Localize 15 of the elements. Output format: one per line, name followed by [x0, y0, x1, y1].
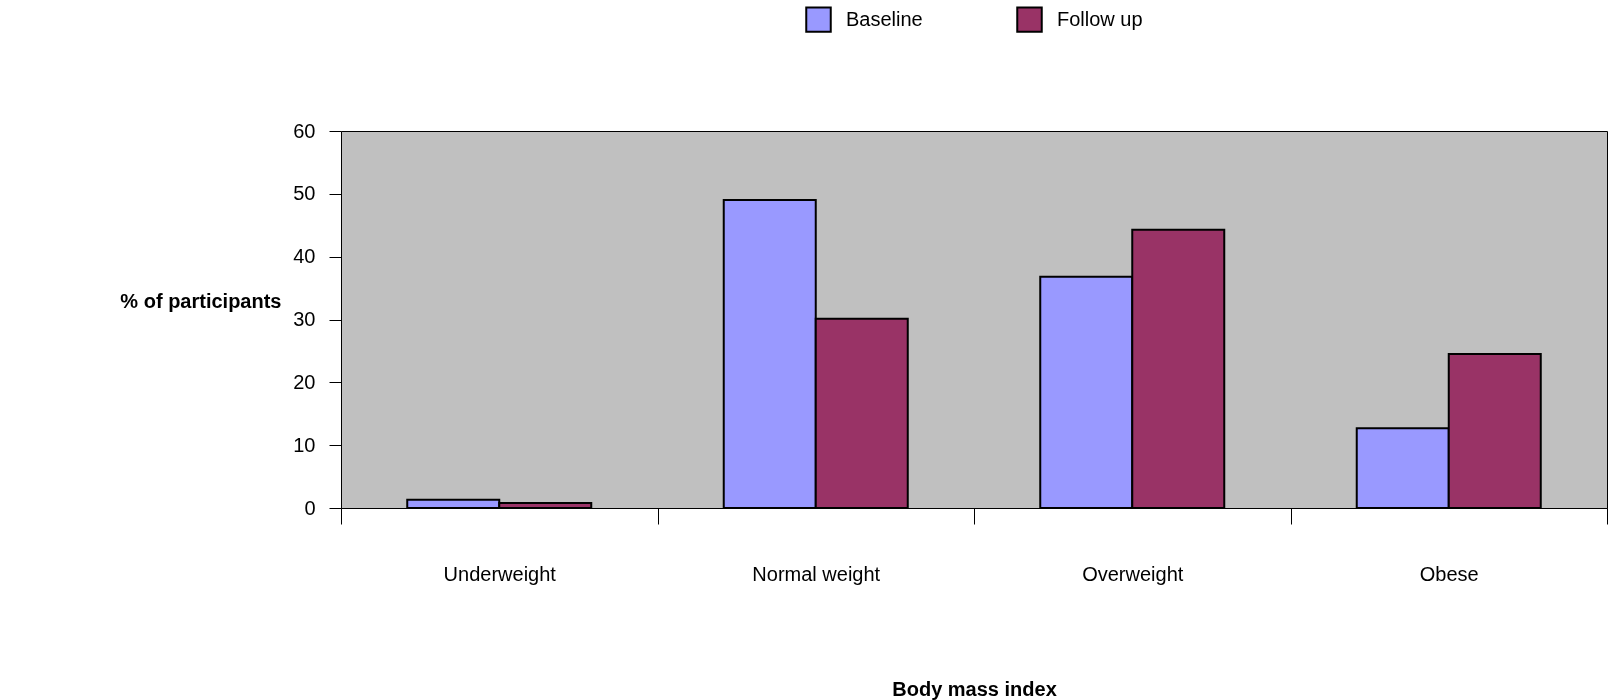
y-axis-title: % of participants	[120, 289, 282, 312]
y-tick-label: 40	[293, 245, 316, 268]
legend-label: Follow up	[1057, 7, 1143, 30]
x-tick-label: Underweight	[443, 562, 557, 585]
x-tick-label: Obese	[1419, 562, 1479, 585]
y-tick-label: 50	[293, 182, 316, 205]
x-tick-label: Normal weight	[752, 562, 881, 585]
x-axis-title: Body mass index	[892, 677, 1057, 700]
y-tick-label: 20	[293, 370, 316, 393]
y-tick-label: 30	[293, 308, 316, 330]
y-tick-label: 10	[293, 433, 316, 456]
y-tick-label: 60	[293, 119, 316, 142]
y-tick-label: 0	[304, 496, 316, 519]
x-tick-label: Overweight	[1082, 562, 1184, 585]
legend-label: Baseline	[846, 7, 923, 30]
